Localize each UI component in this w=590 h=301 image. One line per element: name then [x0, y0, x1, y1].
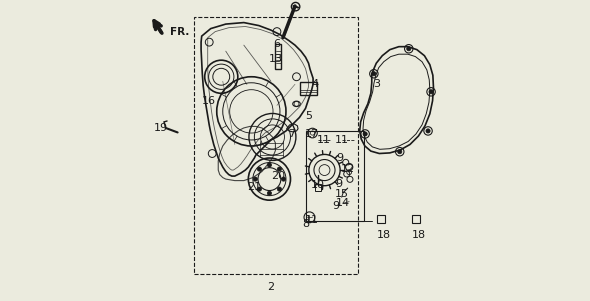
Circle shape [363, 132, 367, 136]
Bar [412, 215, 420, 223]
Bar [306, 131, 364, 221]
Text: 5: 5 [305, 111, 312, 121]
Bar [377, 215, 385, 223]
Circle shape [253, 177, 257, 181]
Text: 9: 9 [335, 178, 342, 189]
Circle shape [257, 167, 261, 171]
Circle shape [429, 90, 433, 94]
Circle shape [267, 191, 271, 195]
Text: 4: 4 [311, 79, 318, 89]
Text: 13: 13 [268, 54, 283, 64]
Text: FR.: FR. [170, 26, 189, 37]
Text: 3: 3 [373, 79, 380, 89]
Text: 8: 8 [302, 219, 309, 229]
Circle shape [426, 129, 430, 133]
Circle shape [372, 72, 376, 76]
Circle shape [398, 150, 402, 154]
Text: 18: 18 [411, 230, 425, 240]
Text: 11: 11 [317, 135, 330, 145]
Text: 17: 17 [304, 129, 319, 139]
Text: 21: 21 [247, 182, 261, 192]
Circle shape [281, 177, 286, 181]
Text: 16: 16 [202, 96, 216, 106]
Text: 18: 18 [377, 230, 391, 240]
Text: 14: 14 [336, 198, 350, 208]
Text: 11: 11 [335, 135, 349, 145]
Text: 10: 10 [310, 180, 325, 190]
Bar [276, 44, 281, 69]
Bar [194, 17, 358, 274]
Text: 9: 9 [336, 153, 344, 163]
Bar [316, 184, 322, 191]
Text: 20: 20 [271, 171, 286, 181]
Text: 11: 11 [304, 215, 319, 225]
Circle shape [407, 47, 411, 51]
Circle shape [277, 187, 281, 191]
Text: 7: 7 [289, 129, 296, 139]
Bar [300, 82, 317, 95]
Circle shape [257, 187, 261, 191]
Circle shape [277, 167, 281, 171]
Text: 9: 9 [332, 201, 339, 211]
Circle shape [267, 163, 271, 167]
Text: 12: 12 [340, 163, 355, 174]
Text: 6: 6 [273, 39, 280, 49]
Text: 19: 19 [154, 123, 168, 133]
Text: 2: 2 [267, 282, 274, 293]
Text: 15: 15 [335, 189, 349, 199]
